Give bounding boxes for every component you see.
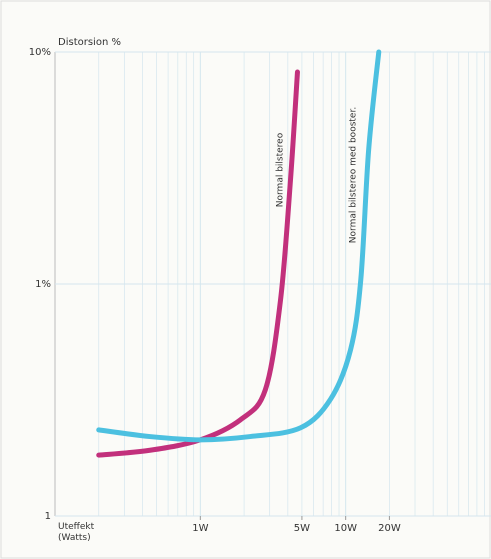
x-tick-label: 5W <box>294 523 310 534</box>
y-tick-label: 1% <box>35 279 51 290</box>
x-axis-label: Uteffekt (Watts) <box>58 522 95 543</box>
series-label: Normal bilstereo med booster. <box>349 107 359 243</box>
x-tick-label: 1W <box>192 523 208 534</box>
y-axis-label: Distorsion % <box>58 37 121 48</box>
x-tick-label: 20W <box>378 523 401 534</box>
line-series <box>96 69 300 458</box>
series-label: Normal bilstereo <box>276 132 286 207</box>
line-series <box>96 49 382 443</box>
y-tick-label: 10% <box>29 47 51 58</box>
y-tick-label: 1 <box>45 511 51 522</box>
x-tick-label: 10W <box>334 523 357 534</box>
